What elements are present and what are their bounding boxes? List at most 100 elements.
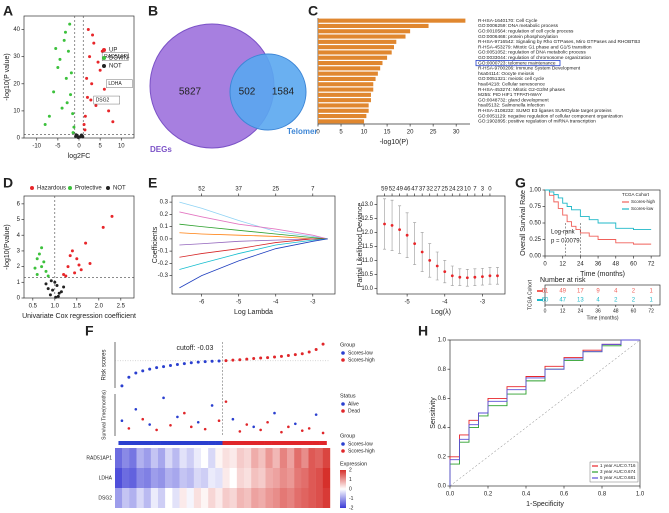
y-tick-label: 0.3 [160,200,169,206]
category-label: GO:0000723: telomere maintenance [478,60,556,66]
point [57,291,61,295]
point [71,131,75,135]
point [71,112,75,116]
heatmap-cell [115,488,123,508]
heatmap-cell [208,448,216,468]
group-bar [160,441,168,445]
x-tick-label: -4 [273,300,279,306]
survival-curve [545,189,652,245]
heatmap-cell [172,488,180,508]
category-label: R-HSA-9700206: Immune System Development [478,66,581,72]
legend-label: Scores-low [348,441,373,447]
panel-letter: H [418,323,428,339]
point [65,101,69,105]
point [77,263,81,267]
heatmap-cell [136,448,144,468]
risk-count: 2 [632,298,636,304]
heatmap-cell [308,448,316,468]
x-tick-label: 12 [560,308,566,314]
survival-point [120,419,124,423]
y-tick-label: 10.0 [361,286,373,292]
point [83,128,87,132]
heatmap-cell [122,488,130,508]
legend-marker [341,358,345,362]
roc-curve [449,339,640,486]
legend-label: UP [109,48,117,54]
x-tick-label: 24 [578,308,584,314]
x-tick-label: 2.0 [95,304,104,310]
y-tick-label: 6 [17,201,21,207]
x-tick-label: 5 [98,144,102,150]
category-label: GO:0051129: negative regulation of cellu… [478,113,623,119]
annotation: LDHA [108,81,122,87]
group-bar [167,441,175,445]
heatmap-cell [287,468,295,488]
group-bar [277,441,286,445]
heatmap-cell [122,468,130,488]
top-tick-label: 25 [441,187,448,193]
y-axis-label: Survival Time(months) [101,390,107,440]
heatmap-cell [186,448,195,468]
survival-point [273,411,276,415]
legend-label: Scores-low [631,206,654,211]
legend-label: Protective [75,186,102,192]
category-label: R-HSA-3108232: SUMO E3 ligases SUMOylate… [478,108,612,114]
survival-point [189,425,193,429]
risk-point [259,356,263,360]
point [88,55,92,59]
heatmap-cell [251,488,259,508]
category-label: GO:0051052: regulation of DNA metabolic … [478,50,586,56]
top-tick-label: 52 [198,187,205,193]
coefficient-path [179,223,328,240]
x-axis-label: Log Lambda [234,309,273,316]
group-bar [153,441,161,445]
heatmap-cell [143,488,152,508]
top-tick-label: 47 [411,187,418,193]
x-tick-label: 0.8 [598,492,607,498]
risk-point [307,350,311,354]
bar [318,71,378,76]
x-tick-label: -5 [404,300,410,306]
survival-point [210,404,214,407]
heatmap-cell [308,468,316,488]
bar [318,92,371,97]
heatmap-cell [129,468,137,488]
plot-frame [376,195,506,295]
heatmap-cell [236,468,245,488]
survival-point [183,411,186,415]
risk-point [245,357,249,361]
color-scale-label: 2 [349,467,352,473]
legend-label: Scores-high [348,357,375,363]
y-tick-label: 10 [13,108,20,114]
heatmap-cell [229,468,238,488]
point [62,272,66,276]
category-label: R-HSA-453279: Mitotic G1 phase and G1/S … [478,44,592,50]
x-tick-label: 48 [613,308,619,314]
highlight-box [475,60,561,67]
top-tick-label: 7 [311,187,315,193]
y-axis-label: Overall Survival Rate [520,190,527,256]
group-bar [125,441,133,445]
category-label: GO:0006468: protein phosphorylation [478,34,558,40]
x-tick-label: 10 [361,130,368,136]
y-axis-label: -log10(Pvalue) [4,224,11,270]
top-tick-label: 7 [473,187,477,193]
point [46,274,50,278]
x-tick-label: 5 [339,130,343,136]
y-tick-label: -0.1 [158,249,169,255]
bar [318,61,383,66]
point [72,125,76,129]
y-tick-label: -0.2 [158,261,169,267]
point [405,233,409,237]
panel-letter: F [85,323,94,339]
heatmap-cell [315,468,324,488]
point [90,82,94,86]
heatmap-cell [294,488,302,508]
legend-label: Hazardous [37,186,66,192]
survival-point [176,415,179,419]
heatmap-cell [129,448,137,468]
bar [318,119,365,124]
point [70,249,74,253]
legend-label: Scores-low [348,350,373,356]
x-tick-label: 72 [648,262,655,268]
